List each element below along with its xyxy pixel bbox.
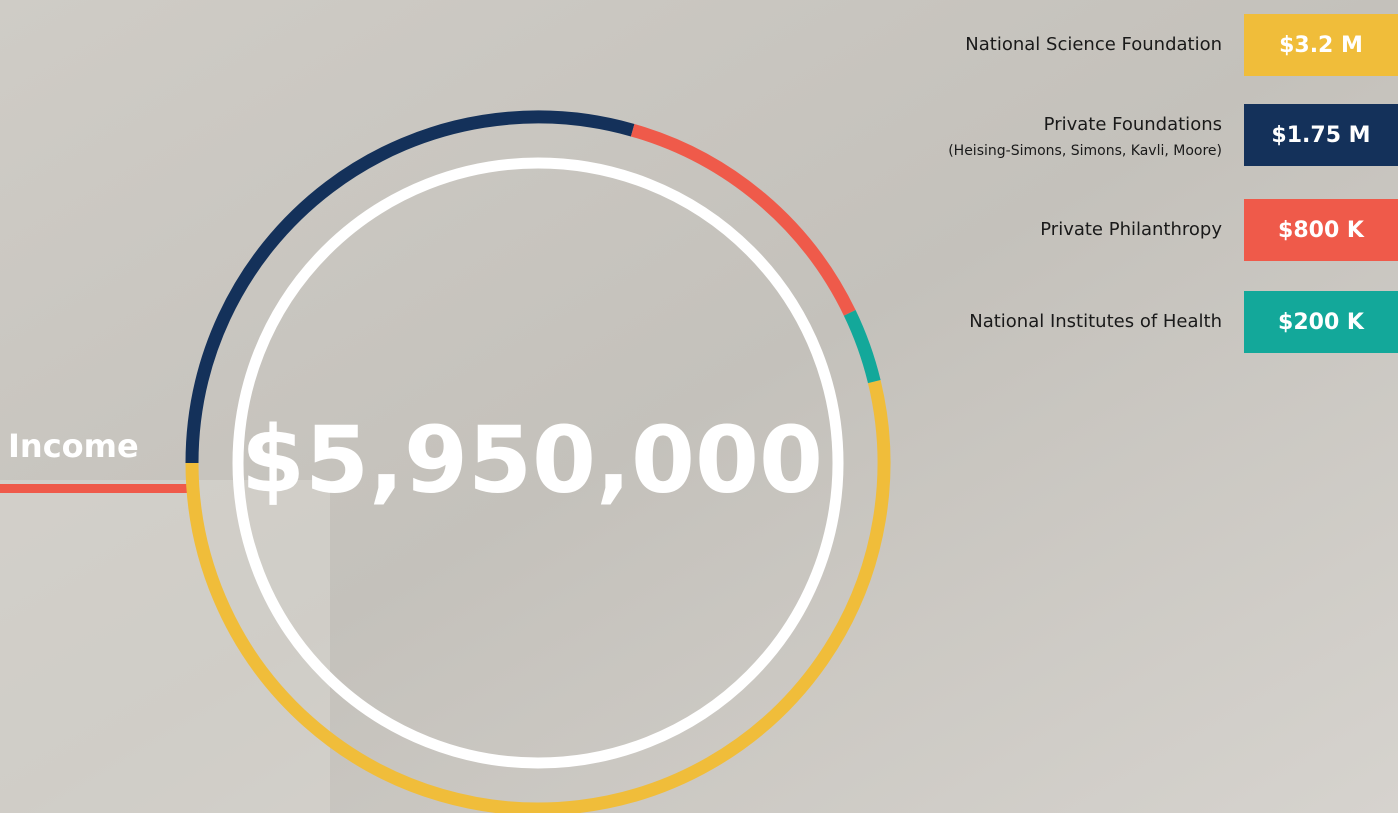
legend-label: National Science Foundation bbox=[965, 34, 1222, 55]
title-rule bbox=[0, 484, 188, 493]
total-label: $5,950,000 bbox=[241, 406, 823, 513]
legend-value-label: $3.2 M bbox=[1279, 33, 1363, 58]
legend-value-label: $1.75 M bbox=[1271, 123, 1370, 148]
background-shape bbox=[0, 480, 330, 813]
legend-label: Private Philanthropy bbox=[1040, 219, 1222, 240]
legend-label: Private Foundations bbox=[1044, 114, 1222, 135]
legend-value-label: $800 K bbox=[1278, 218, 1365, 243]
chart: Income $5,950,000 $3.2 M National Science… bbox=[0, 0, 1398, 813]
legend-value-label: $200 K bbox=[1278, 310, 1365, 335]
legend-note: (Heising-Simons, Simons, Kavli, Moore) bbox=[948, 143, 1222, 159]
chart-title: Income bbox=[8, 427, 139, 465]
legend-label: National Institutes of Health bbox=[969, 311, 1222, 332]
